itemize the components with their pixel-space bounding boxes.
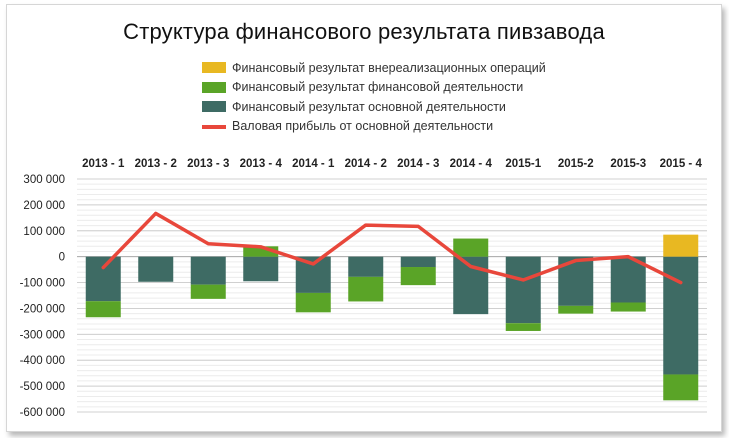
y-tick-label: -600 000 [20, 407, 65, 419]
bar-operating [85, 256, 121, 302]
bar-financial [243, 246, 279, 257]
point-gross-profit [626, 255, 630, 259]
legend-item-nonoperating: Финансовый результат внереализационных о… [202, 58, 546, 78]
legend-swatch-nonoperating [202, 62, 226, 74]
y-tick-label: -500 000 [20, 381, 65, 393]
y-tick-label: -100 000 [20, 278, 65, 290]
y-tick-label: -200 000 [20, 303, 65, 315]
point-gross-profit [364, 223, 368, 227]
legend-label-gross-profit: Валовая прибыль от основной деятельности [232, 119, 494, 134]
bar-operating [505, 256, 541, 324]
y-tick-label: 100 000 [23, 226, 65, 238]
legend-swatch-operating [202, 101, 226, 113]
y-tick-label: 200 000 [23, 200, 65, 212]
y-tick-label: 300 000 [23, 174, 65, 186]
legend-label-operating: Финансовый результат основной деятельнос… [232, 99, 506, 114]
bar-operating [663, 256, 699, 375]
bar-financial [453, 238, 489, 257]
bar-nonoperating [663, 234, 699, 257]
point-gross-profit [574, 259, 578, 263]
bar-operating [348, 256, 384, 277]
chart-frame: Структура финансового результата пивзаво… [6, 4, 722, 432]
x-tick-label: 2013 - 2 [135, 158, 177, 170]
bar-financial [400, 267, 436, 286]
bar-financial [610, 302, 646, 312]
bar-operating [243, 256, 279, 282]
point-gross-profit [679, 281, 683, 285]
x-tick-label: 2013 - 4 [240, 158, 283, 170]
bar-financial [663, 374, 699, 401]
chart-plot-area: 300 000 200 000 100 000 0 -100 000 -200 000 -3… [20, 158, 707, 419]
x-tick-label: 2015 - 4 [660, 158, 703, 170]
x-tick-label: 2013 - 3 [187, 158, 229, 170]
bar-financial [348, 276, 384, 302]
bar-financial [505, 323, 541, 331]
point-gross-profit [259, 245, 263, 249]
bar-operating [190, 256, 226, 285]
x-tick-label: 2014 - 3 [397, 158, 439, 170]
x-tick-label: 2014 - 1 [292, 158, 335, 170]
x-tick-label: 2013 - 1 [82, 158, 125, 170]
point-gross-profit [416, 224, 420, 228]
chart-title: Структура финансового результата пивзаво… [123, 19, 605, 44]
y-tick-label: -300 000 [20, 329, 65, 341]
bar-financial [190, 284, 226, 299]
legend-item-gross-profit: Валовая прибыль от основной деятельности [202, 117, 546, 137]
legend-item-operating: Финансовый результат основной деятельнос… [202, 97, 546, 117]
x-tick-label: 2015-2 [558, 158, 594, 170]
bar-financial [558, 305, 594, 314]
point-gross-profit [154, 211, 158, 215]
x-tick-label: 2015-1 [505, 158, 541, 170]
y-tick-label: 0 [59, 252, 65, 264]
chart-legend: Финансовый результат внереализационных о… [202, 58, 546, 136]
bar-operating [138, 256, 174, 282]
point-gross-profit [206, 242, 210, 246]
bar-financial [85, 301, 121, 318]
legend-label-financial: Финансовый результат финансовой деятельн… [232, 80, 524, 95]
point-gross-profit [311, 262, 315, 266]
line-gross-profit [101, 211, 683, 285]
point-gross-profit [469, 265, 473, 269]
bar-financial [295, 292, 331, 313]
x-tick-label: 2014 - 4 [450, 158, 493, 170]
x-tick-label: 2014 - 2 [345, 158, 387, 170]
x-tick-label: 2015-3 [610, 158, 646, 170]
point-gross-profit [521, 278, 525, 282]
legend-label-nonoperating: Финансовый результат внереализационных о… [232, 60, 546, 75]
legend-item-financial: Финансовый результат финансовой деятельн… [202, 78, 546, 98]
bar-operating [400, 256, 436, 268]
legend-swatch-financial [202, 81, 226, 93]
point-gross-profit [101, 266, 105, 270]
y-tick-label: -400 000 [20, 355, 65, 367]
legend-swatch-gross-profit [202, 124, 226, 129]
